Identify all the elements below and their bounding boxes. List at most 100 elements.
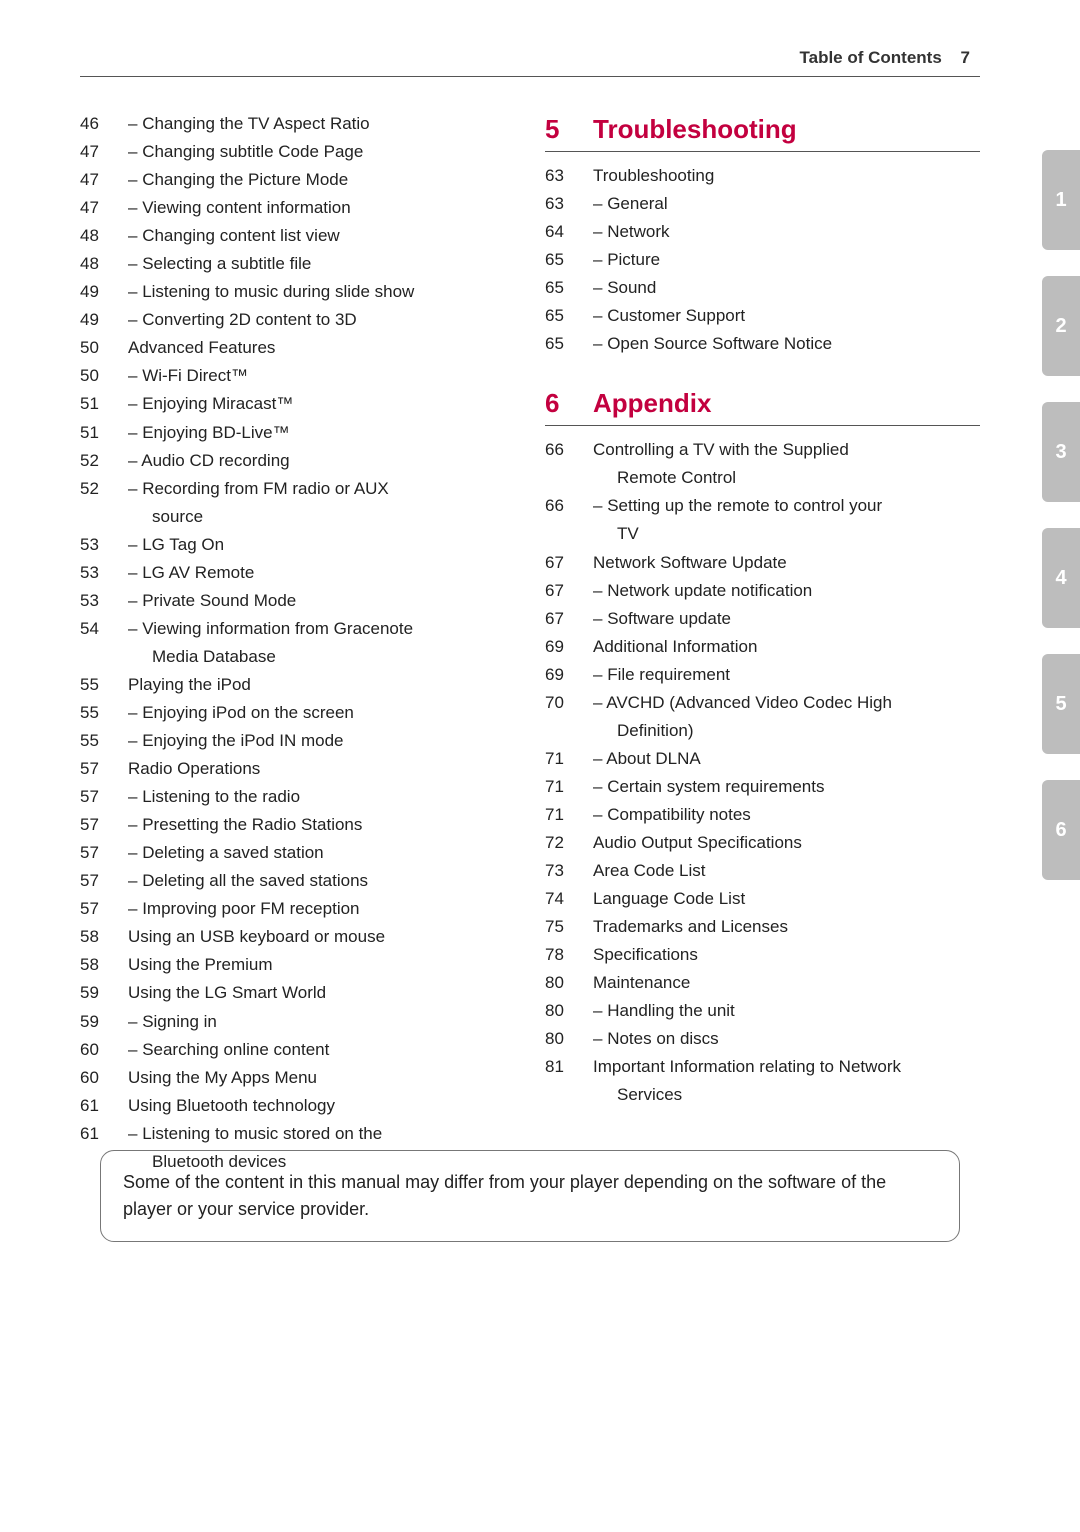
toc-entry: 71Compatibility notes — [545, 801, 980, 829]
toc-title: Notes on discs — [585, 1025, 980, 1053]
toc-page-number: 58 — [80, 923, 120, 951]
toc-page-number: 53 — [80, 531, 120, 559]
toc-entry: 65Picture — [545, 246, 980, 274]
toc-title: Troubleshooting — [585, 162, 980, 190]
section-number: 5 — [545, 114, 593, 145]
toc-page-number: 57 — [80, 783, 120, 811]
section-tab[interactable]: 3 — [1042, 402, 1080, 502]
toc-page-number: 61 — [80, 1120, 120, 1148]
toc-page-number: 72 — [545, 829, 585, 857]
toc-title: Picture — [585, 246, 980, 274]
toc-title: Area Code List — [585, 857, 980, 885]
toc-entry: 72Audio Output Specifications — [545, 829, 980, 857]
toc-entry: 60Searching online content — [80, 1036, 515, 1064]
section-rule — [545, 151, 980, 152]
toc-entry: 63Troubleshooting — [545, 162, 980, 190]
toc-page-number: 50 — [80, 362, 120, 390]
toc-title: Network — [585, 218, 980, 246]
toc-page-number: 57 — [80, 839, 120, 867]
toc-page-number: 57 — [80, 867, 120, 895]
toc-page-number: 51 — [80, 419, 120, 447]
toc-page-number: 71 — [545, 801, 585, 829]
toc-entry: 60Using the My Apps Menu — [80, 1064, 515, 1092]
toc-title: LG AV Remote — [120, 559, 515, 587]
toc-page-number: 46 — [80, 110, 120, 138]
toc-page-number: 61 — [80, 1092, 120, 1120]
toc-title: LG Tag On — [120, 531, 515, 559]
toc-title: Using the LG Smart World — [120, 979, 515, 1007]
toc-page-number: 65 — [545, 246, 585, 274]
toc-page-number: 49 — [80, 278, 120, 306]
toc-page-number: 57 — [80, 755, 120, 783]
section-tab[interactable]: 4 — [1042, 528, 1080, 628]
toc-title: Using the My Apps Menu — [120, 1064, 515, 1092]
toc-entry: 49Converting 2D content to 3D — [80, 306, 515, 334]
toc-entry: 63General — [545, 190, 980, 218]
toc-entry: 69File requirement — [545, 661, 980, 689]
toc-entry: 47Changing subtitle Code Page — [80, 138, 515, 166]
toc-title: Listening to music stored on the — [120, 1120, 515, 1148]
toc-title: Changing the TV Aspect Ratio — [120, 110, 515, 138]
toc-entry: 59Using the LG Smart World — [80, 979, 515, 1007]
header-rule — [80, 76, 980, 77]
toc-page-number: 60 — [80, 1064, 120, 1092]
toc-page-number: 50 — [80, 334, 120, 362]
toc-title: Additional Information — [585, 633, 980, 661]
toc-entry: 47Viewing content information — [80, 194, 515, 222]
toc-page-number: 48 — [80, 222, 120, 250]
toc-title: Listening to music during slide show — [120, 278, 515, 306]
toc-entry: 66Setting up the remote to control your — [545, 492, 980, 520]
toc-entry: 50Advanced Features — [80, 334, 515, 362]
toc-page-number: 53 — [80, 587, 120, 615]
toc-page-number: 65 — [545, 274, 585, 302]
toc-entry: 71Certain system requirements — [545, 773, 980, 801]
toc-title-continuation: TV — [545, 520, 980, 548]
toc-title: Changing content list view — [120, 222, 515, 250]
toc-entry: 53LG AV Remote — [80, 559, 515, 587]
toc-page-number: 80 — [545, 969, 585, 997]
toc-page-number: 81 — [545, 1053, 585, 1081]
toc-title: Radio Operations — [120, 755, 515, 783]
section-tab[interactable]: 5 — [1042, 654, 1080, 754]
toc-page-number: 54 — [80, 615, 120, 643]
section-tabs: 1 2 3 4 5 6 — [1042, 150, 1080, 906]
section-tab[interactable]: 6 — [1042, 780, 1080, 880]
toc-page-number: 52 — [80, 447, 120, 475]
toc-title: Viewing content information — [120, 194, 515, 222]
toc-title: General — [585, 190, 980, 218]
toc-page-number: 49 — [80, 306, 120, 334]
toc-title-continuation: Media Database — [80, 643, 515, 671]
toc-entry: 71About DLNA — [545, 745, 980, 773]
section-tab[interactable]: 1 — [1042, 150, 1080, 250]
toc-entry: 55Enjoying the iPod IN mode — [80, 727, 515, 755]
toc-title-continuation: source — [80, 503, 515, 531]
toc-title: Advanced Features — [120, 334, 515, 362]
toc-page-number: 78 — [545, 941, 585, 969]
toc-title: Language Code List — [585, 885, 980, 913]
toc-title: AVCHD (Advanced Video Codec High — [585, 689, 980, 717]
toc-page-number: 71 — [545, 773, 585, 801]
toc-title: Enjoying BD-Live™ — [120, 419, 515, 447]
toc-page-number: 66 — [545, 436, 585, 464]
toc-entry: 53Private Sound Mode — [80, 587, 515, 615]
toc-entry: 49Listening to music during slide show — [80, 278, 515, 306]
toc-entry: 52Recording from FM radio or AUX — [80, 475, 515, 503]
toc-entry: 53LG Tag On — [80, 531, 515, 559]
toc-page-number: 57 — [80, 895, 120, 923]
right-column: 5 Troubleshooting63Troubleshooting63Gener… — [545, 110, 980, 1176]
toc-title: Network Software Update — [585, 549, 980, 577]
toc-entry: 65Customer Support — [545, 302, 980, 330]
toc-page-number: 47 — [80, 194, 120, 222]
toc-title: Controlling a TV with the Supplied — [585, 436, 980, 464]
toc-title: Searching online content — [120, 1036, 515, 1064]
section-block: 5 Troubleshooting63Troubleshooting63Gener… — [545, 114, 980, 358]
toc-page-number: 59 — [80, 1008, 120, 1036]
toc-entry: 54Viewing information from Gracenote — [80, 615, 515, 643]
toc-page-number: 66 — [545, 492, 585, 520]
toc-entry: 80Handling the unit — [545, 997, 980, 1025]
toc-title: Wi-Fi Direct™ — [120, 362, 515, 390]
toc-page-number: 73 — [545, 857, 585, 885]
section-tab[interactable]: 2 — [1042, 276, 1080, 376]
toc-page-number: 55 — [80, 727, 120, 755]
toc-entry: 57Radio Operations — [80, 755, 515, 783]
